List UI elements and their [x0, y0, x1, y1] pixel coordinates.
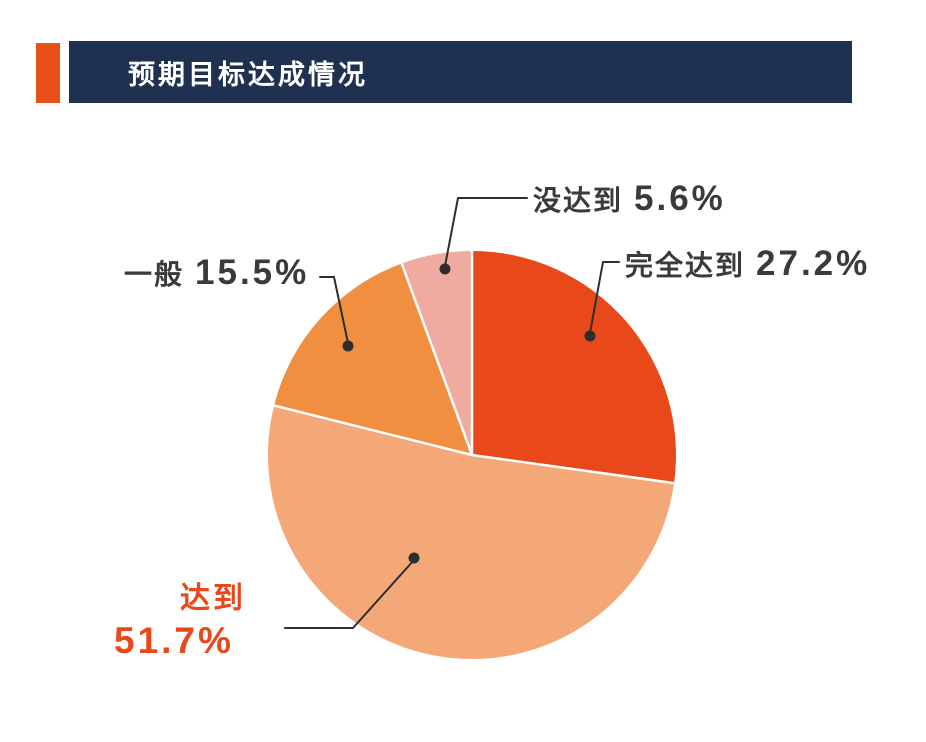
- leader-line-achieved: [284, 559, 415, 629]
- anchor-dot-fully-achieved: [584, 330, 596, 342]
- callout-fully-achieved-value: 27.2%: [756, 244, 871, 283]
- callout-average-value: 15.5%: [195, 253, 310, 292]
- anchor-dot-not-achieved: [439, 263, 451, 275]
- pie-slice-achieved: [267, 405, 675, 659]
- pie-slice-average: [274, 263, 472, 455]
- anchor-dot-achieved: [408, 552, 420, 564]
- leader-line-fully-achieved: [589, 261, 620, 334]
- pie-slice-dividers: [273, 251, 675, 485]
- leader-line-not-achieved: [444, 197, 528, 267]
- slice-divider-not-achieved: [400, 263, 474, 456]
- anchor-dot-average: [342, 340, 354, 352]
- callout-fully-achieved: 完全达到 27.2%: [625, 244, 871, 284]
- callout-achieved-label: 达到: [180, 582, 246, 615]
- callout-leader-lines: [284, 197, 620, 629]
- callout-average-label: 一般: [124, 259, 185, 290]
- callout-fully-achieved-label: 完全达到: [625, 250, 746, 281]
- section-title: 预期目标达成情况: [128, 59, 368, 90]
- slice-divider-average: [273, 404, 473, 457]
- callout-achieved-value: 51.7%: [114, 620, 234, 661]
- pie-slice-fully-achieved: [472, 251, 676, 484]
- section-header-bar: 预期目标达成情况: [69, 41, 852, 103]
- leader-line-average: [319, 276, 349, 344]
- header-accent-block: [36, 43, 60, 103]
- slice-divider-achieved: [471, 453, 675, 485]
- callout-not-achieved: 没达到 5.6%: [533, 179, 726, 219]
- callout-not-achieved-label: 没达到: [533, 185, 624, 216]
- callout-average: 一般 15.5%: [124, 253, 310, 293]
- callout-not-achieved-value: 5.6%: [634, 179, 726, 218]
